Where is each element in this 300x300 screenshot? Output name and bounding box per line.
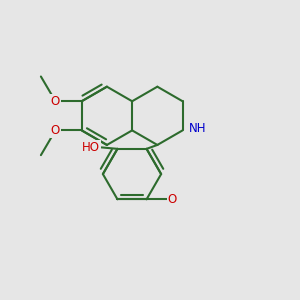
Text: O: O bbox=[51, 95, 60, 108]
Text: NH: NH bbox=[189, 122, 207, 135]
Text: O: O bbox=[51, 124, 60, 137]
Text: HO: HO bbox=[82, 141, 100, 154]
Text: O: O bbox=[168, 193, 177, 206]
